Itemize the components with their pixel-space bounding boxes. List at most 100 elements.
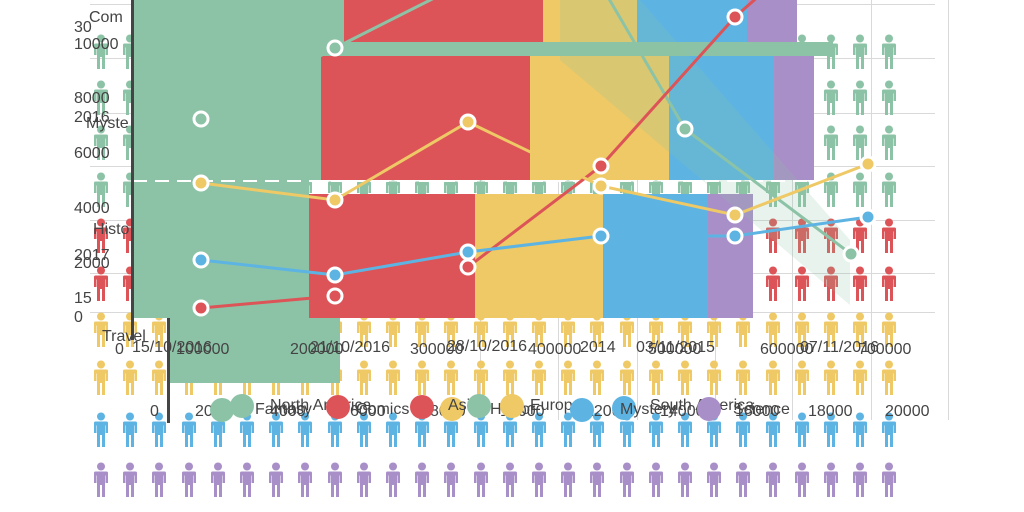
person-icon: [92, 266, 110, 302]
person-icon: [238, 462, 256, 498]
y-tick: 2016: [74, 109, 110, 126]
row-label-travel: Travel: [102, 328, 146, 345]
person-icon: [793, 218, 811, 254]
legend-marker-south-america[interactable]: [612, 396, 636, 420]
person-icon: [764, 266, 782, 302]
x-tick: 6000: [350, 403, 386, 420]
person-icon: [851, 360, 869, 396]
person-icon: [676, 462, 694, 498]
person-icon: [472, 360, 490, 396]
bar-mystery-other: [774, 56, 814, 180]
row-label-history: Histo: [93, 221, 130, 238]
person-icon: [851, 462, 869, 498]
legend-marker-mystery[interactable]: [570, 398, 594, 422]
person-icon: [267, 412, 285, 448]
person-icon: [851, 266, 869, 302]
legend-marker-fantasy-2[interactable]: [467, 394, 491, 418]
y-tick: 2017: [74, 247, 110, 264]
legend-marker-comics[interactable]: [326, 395, 350, 419]
x-tick: 0: [115, 341, 124, 358]
person-icon: [92, 312, 110, 348]
person-icon: [618, 462, 636, 498]
x-tick: 0: [150, 403, 159, 420]
legend-marker-north-america[interactable]: [230, 394, 254, 418]
person-icon: [647, 360, 665, 396]
person-icon: [793, 412, 811, 448]
person-icon: [121, 412, 139, 448]
person-icon: [326, 462, 344, 498]
legend-label-fantasy[interactable]: Fantasy: [255, 401, 312, 418]
bar-mystery-asia: [321, 56, 530, 180]
y-tick: 0: [74, 309, 83, 326]
bar-strip: [133, 42, 833, 56]
legend-label-europe[interactable]: Europe: [530, 397, 582, 414]
x-tick: 18000: [808, 403, 853, 420]
x-tick: 700000: [858, 341, 912, 358]
person-icon: [880, 34, 898, 70]
x-tick: 20000: [885, 403, 930, 420]
person-icon: [384, 462, 402, 498]
person-icon: [793, 360, 811, 396]
person-icon: [442, 462, 460, 498]
person-icon: [851, 172, 869, 208]
y-axis-line-2: [167, 318, 170, 423]
person-icon: [734, 412, 752, 448]
legend-marker-horror[interactable]: [440, 397, 464, 421]
person-icon: [734, 462, 752, 498]
person-icon: [880, 172, 898, 208]
y-tick: 15: [74, 290, 92, 307]
legend-label-science[interactable]: Science: [733, 401, 790, 418]
person-icon: [92, 80, 110, 116]
person-icon: [355, 462, 373, 498]
person-icon: [822, 412, 840, 448]
person-icon: [851, 125, 869, 161]
person-icon: [880, 360, 898, 396]
bar-comics-other: [747, 0, 797, 42]
person-icon: [822, 462, 840, 498]
person-icon: [880, 80, 898, 116]
bar-mystery-south-america: [669, 56, 774, 180]
person-icon: [501, 360, 519, 396]
person-icon: [384, 412, 402, 448]
legend-marker-europe[interactable]: [500, 394, 524, 418]
person-icon: [851, 80, 869, 116]
bar-comics-asia: [344, 0, 543, 42]
person-icon: [355, 360, 373, 396]
y-tick: 4000: [74, 200, 110, 217]
row-label-comics: Com: [89, 9, 123, 26]
person-icon: [618, 360, 636, 396]
person-icon: [121, 360, 139, 396]
person-icon: [880, 312, 898, 348]
y-axis-line: [131, 0, 134, 340]
x-tick: 07/11/2016: [800, 339, 879, 356]
person-icon: [472, 462, 490, 498]
person-icon: [822, 125, 840, 161]
legend-marker-science[interactable]: [697, 397, 721, 421]
person-icon: [559, 462, 577, 498]
person-icon: [209, 462, 227, 498]
person-icon: [92, 172, 110, 208]
bar-comics-north-america: [133, 0, 344, 42]
person-icon: [92, 462, 110, 498]
legend-label-comics[interactable]: Comics: [356, 401, 410, 418]
person-icon: [764, 312, 782, 348]
legend-label-mystery[interactable]: Mystery: [620, 401, 676, 418]
x-tick: 28/10/2016: [447, 338, 528, 355]
x-tick: 2014: [580, 339, 616, 356]
person-icon: [793, 266, 811, 302]
person-icon: [793, 462, 811, 498]
person-icon: [822, 80, 840, 116]
person-icon: [880, 125, 898, 161]
row-label-mystery: Myste: [86, 115, 129, 132]
x-tick: 600000: [760, 341, 814, 358]
person-icon: [588, 360, 606, 396]
bar-travel-north-america: [170, 318, 340, 383]
person-icon: [880, 412, 898, 448]
legend-marker-asia[interactable]: [410, 395, 434, 419]
person-icon: [880, 218, 898, 254]
bar-history-north-america-2: [133, 194, 309, 318]
x-tick: 16000: [735, 403, 780, 420]
person-icon: [880, 462, 898, 498]
person-icon: [150, 360, 168, 396]
person-icon: [822, 266, 840, 302]
